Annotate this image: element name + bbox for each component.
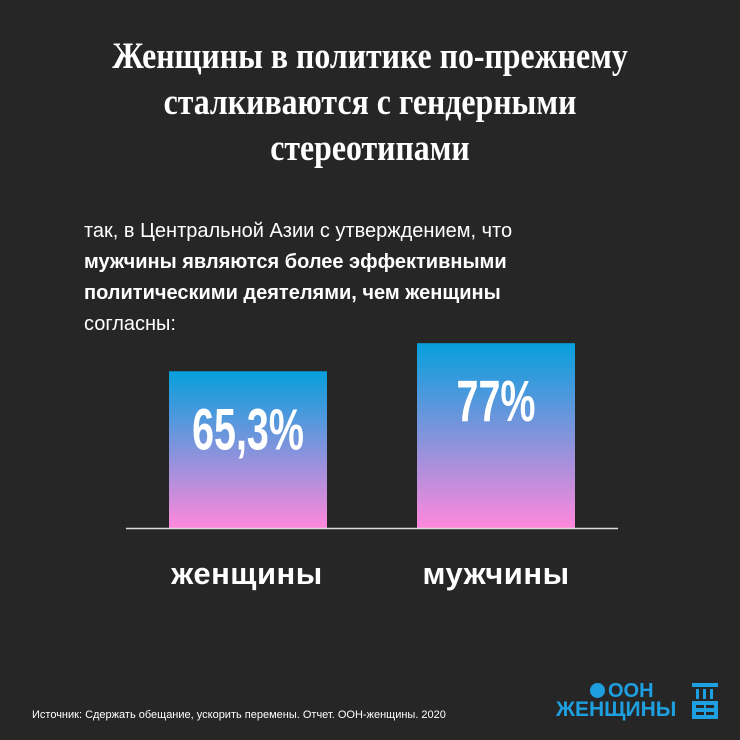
- lead-part2: согласны:: [84, 313, 176, 335]
- logo-line2: ЖЕНЩИНЫ: [556, 698, 677, 721]
- category-label-women: женщины: [171, 556, 323, 591]
- lead-part1: так, в Центральной Азии с утверждением, …: [84, 220, 513, 242]
- data-label-1: 77%: [457, 369, 536, 434]
- page-title: Женщины в политике по-прежнему сталкиваю…: [112, 36, 628, 169]
- logo-line1: ООН: [608, 680, 654, 702]
- source-note: Источник: Сдержать обещание, ускорить пе…: [32, 709, 446, 721]
- logo-mark-icon: [692, 683, 718, 719]
- un-women-logo: ООН ЖЕНЩИНЫ: [556, 681, 726, 721]
- bar-0: [169, 371, 327, 528]
- bar-1: [417, 343, 575, 528]
- data-label-0: 65,3%: [192, 397, 304, 462]
- lead-bold: мужчины являются более эффективными поли…: [84, 251, 507, 304]
- un-emblem-icon: [590, 683, 605, 698]
- lead-text: так, в Центральной Азии с утверждением, …: [84, 216, 704, 340]
- category-label-men: мужчины: [422, 556, 570, 591]
